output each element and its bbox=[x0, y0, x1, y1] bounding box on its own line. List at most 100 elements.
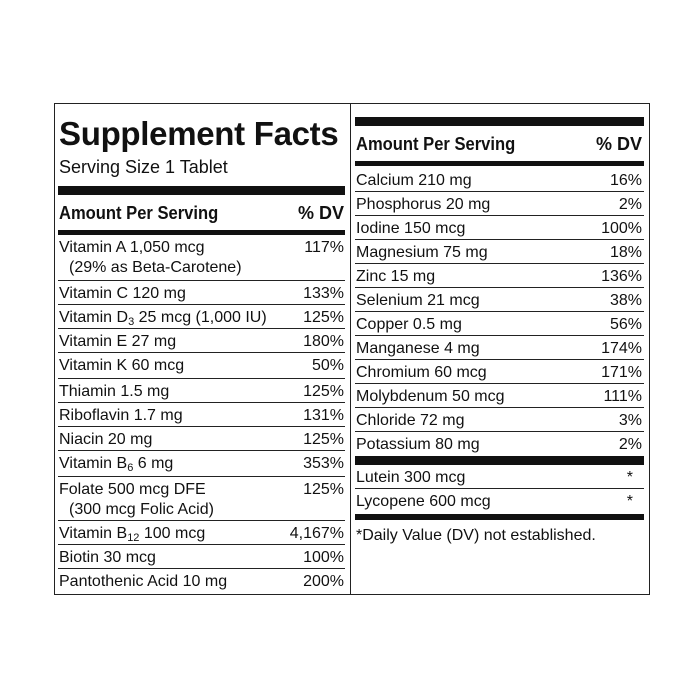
daily-value: 100% bbox=[303, 549, 344, 566]
daily-value: 174% bbox=[601, 340, 642, 357]
row-divider bbox=[58, 280, 345, 281]
nutrient-name: Chromium 60 mcg bbox=[356, 364, 487, 381]
nutrient-name: Vitamin C 120 mg bbox=[59, 285, 186, 302]
thick-bar bbox=[58, 186, 345, 195]
thick-bar bbox=[355, 117, 644, 126]
supplement-facts-right-panel bbox=[350, 103, 650, 595]
row-divider bbox=[355, 407, 644, 408]
daily-value: * bbox=[626, 469, 633, 486]
nutrient-subscript: 12 bbox=[127, 532, 140, 544]
daily-value: 131% bbox=[303, 407, 344, 424]
nutrient-sub-line: (29% as Beta-Carotene) bbox=[69, 259, 242, 276]
row-divider bbox=[58, 328, 345, 329]
daily-value: 136% bbox=[601, 268, 642, 285]
nutrient-name: Vitamin B12 100 mcg bbox=[59, 524, 205, 544]
daily-value: 4,167% bbox=[289, 525, 344, 542]
nutrient-name: Calcium 210 mg bbox=[356, 172, 472, 189]
nutrient-name: Riboflavin 1.7 mg bbox=[59, 407, 183, 424]
daily-value: 18% bbox=[609, 244, 642, 261]
row-divider bbox=[58, 304, 345, 305]
row-divider bbox=[58, 476, 345, 477]
row-divider bbox=[58, 568, 345, 569]
daily-value: 125% bbox=[303, 383, 344, 400]
row-divider bbox=[58, 450, 345, 451]
nutrient-name-part: Vitamin B bbox=[59, 455, 128, 472]
amount-per-serving-header: Amount Per Serving bbox=[356, 134, 516, 154]
row-divider bbox=[355, 239, 644, 240]
row-divider bbox=[58, 378, 345, 379]
nutrient-name: Lycopene 600 mcg bbox=[356, 493, 491, 510]
daily-value: 2% bbox=[618, 436, 642, 453]
nutrient-name: Vitamin D3 25 mcg (1,000 IU) bbox=[59, 308, 267, 328]
nutrient-subscript: 3 bbox=[128, 316, 135, 328]
bottom-bar bbox=[355, 514, 644, 520]
nutrient-name: Vitamin K 60 mcg bbox=[59, 357, 185, 374]
amount-per-serving-header: Amount Per Serving bbox=[59, 203, 219, 223]
daily-value: 56% bbox=[609, 316, 642, 333]
nutrient-name: Vitamin E 27 mg bbox=[59, 333, 177, 350]
nutrient-name: Phosphorus 20 mg bbox=[356, 196, 491, 213]
row-divider bbox=[355, 215, 644, 216]
row-divider bbox=[355, 431, 644, 432]
row-divider bbox=[355, 335, 644, 336]
daily-value: 111% bbox=[603, 388, 642, 405]
daily-value: 353% bbox=[303, 455, 344, 472]
nutrient-name: Lutein 300 mcg bbox=[356, 469, 466, 486]
daily-value: 117% bbox=[304, 239, 344, 256]
nutrient-name: Manganese 4 mg bbox=[356, 340, 480, 357]
section-bar bbox=[355, 456, 644, 465]
nutrient-name-part: Vitamin B bbox=[59, 525, 128, 542]
nutrient-name: Molybdenum 50 mcg bbox=[356, 388, 505, 405]
nutrient-name: Thiamin 1.5 mg bbox=[59, 383, 170, 400]
nutrient-name-part: Vitamin D bbox=[59, 309, 129, 326]
daily-value: 3% bbox=[618, 412, 642, 429]
nutrient-name: Vitamin B6 6 mg bbox=[59, 454, 173, 474]
daily-value: 16% bbox=[609, 172, 642, 189]
nutrient-name: Chloride 72 mg bbox=[356, 412, 465, 429]
serving-size: Serving Size 1 Tablet bbox=[59, 157, 228, 177]
nutrient-name: Selenium 21 mcg bbox=[356, 292, 480, 309]
row-divider bbox=[355, 287, 644, 288]
row-divider bbox=[355, 359, 644, 360]
nutrient-sub-line: (300 mcg Folic Acid) bbox=[69, 501, 214, 518]
row-divider bbox=[355, 488, 644, 489]
row-divider bbox=[58, 544, 345, 545]
row-divider bbox=[355, 383, 644, 384]
nutrient-name: Magnesium 75 mg bbox=[356, 244, 488, 261]
nutrient-name: Zinc 15 mg bbox=[356, 268, 436, 285]
row-divider bbox=[58, 426, 345, 427]
daily-value: 50% bbox=[311, 357, 344, 374]
row-divider bbox=[58, 352, 345, 353]
dv-header: % DV bbox=[297, 203, 344, 223]
daily-value: 125% bbox=[303, 431, 344, 448]
daily-value: 100% bbox=[601, 220, 642, 237]
nutrient-name: Copper 0.5 mg bbox=[356, 316, 462, 333]
daily-value: 200% bbox=[303, 573, 344, 590]
daily-value: 38% bbox=[609, 292, 642, 309]
page-title: Supplement Facts bbox=[59, 115, 339, 152]
nutrient-name: Folate 500 mcg DFE bbox=[59, 481, 206, 498]
nutrient-name-part: 100 mcg bbox=[139, 525, 206, 542]
daily-value: 171% bbox=[601, 364, 642, 381]
daily-value: 133% bbox=[303, 285, 344, 302]
nutrient-subscript: 6 bbox=[127, 462, 134, 474]
row-divider bbox=[355, 191, 644, 192]
daily-value: 125% bbox=[303, 481, 344, 498]
nutrient-name: Niacin 20 mg bbox=[59, 431, 153, 448]
daily-value: 180% bbox=[303, 333, 344, 350]
nutrient-name-part: 6 mg bbox=[133, 455, 174, 472]
row-divider bbox=[58, 402, 345, 403]
nutrient-name: Vitamin A 1,050 mcg bbox=[59, 239, 205, 256]
dv-header: % DV bbox=[595, 134, 642, 154]
row-divider bbox=[58, 520, 345, 521]
nutrient-name: Biotin 30 mcg bbox=[59, 549, 156, 566]
footnote: *Daily Value (DV) not established. bbox=[356, 527, 596, 544]
row-divider bbox=[355, 311, 644, 312]
header-bar bbox=[355, 161, 644, 166]
row-divider bbox=[355, 263, 644, 264]
daily-value: 2% bbox=[618, 196, 642, 213]
nutrient-name: Potassium 80 mg bbox=[356, 436, 480, 453]
nutrient-name: Iodine 150 mcg bbox=[356, 220, 466, 237]
daily-value: * bbox=[626, 493, 633, 510]
nutrient-name: Pantothenic Acid 10 mg bbox=[59, 573, 228, 590]
